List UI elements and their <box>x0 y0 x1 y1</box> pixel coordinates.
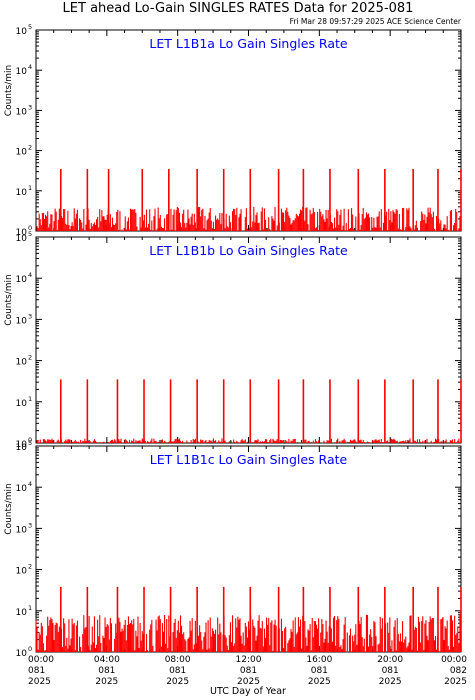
x-tick-label: 04:00 <box>94 655 120 665</box>
y-tick-exponent: 2 <box>28 354 32 362</box>
x-tick-label: 00:00 <box>28 655 54 665</box>
x-axis-label: UTC Day of Year <box>210 686 286 697</box>
x-tick-label: 2025 <box>237 677 260 687</box>
x-tick-label: 081 <box>98 666 115 676</box>
y-tick-exponent: 0 <box>28 224 32 232</box>
y-tick-label: 10 <box>16 608 28 618</box>
timestamp: Fri Mar 28 09:57:29 2025 ACE Science Cen… <box>290 17 462 26</box>
figure-title: LET ahead Lo-Gain SINGLES RATES Data for… <box>63 1 414 16</box>
y-tick-exponent: 5 <box>28 23 32 31</box>
y-tick-exponent: 2 <box>28 563 32 571</box>
x-tick-label: 2025 <box>95 677 118 687</box>
x-tick-label: 16:00 <box>306 655 332 665</box>
x-tick-label: 2025 <box>444 677 467 687</box>
y-tick-exponent: 1 <box>28 604 32 612</box>
y-tick-label: 10 <box>16 567 28 577</box>
y-axis-label: Counts/min <box>4 274 14 325</box>
x-tick-label: 20:00 <box>377 655 403 665</box>
y-tick-label: 10 <box>16 649 28 659</box>
y-tick-exponent: 5 <box>28 230 32 238</box>
x-tick-label: 12:00 <box>236 655 262 665</box>
y-tick-label: 10 <box>16 316 28 326</box>
y-tick-exponent: 4 <box>28 63 32 71</box>
x-tick-label: 081 <box>311 666 328 676</box>
y-tick-label: 10 <box>16 188 28 198</box>
y-tick-label: 10 <box>16 440 28 450</box>
panel-title: LET L1B1c Lo Gain Singles Rate <box>150 452 348 467</box>
y-tick-exponent: 0 <box>28 645 32 653</box>
y-tick-exponent: 3 <box>28 103 32 111</box>
x-tick-label: 081 <box>28 666 45 676</box>
plot-frame <box>35 29 462 232</box>
x-tick-label: 2025 <box>308 677 331 687</box>
y-tick-exponent: 2 <box>28 144 32 152</box>
y-tick-exponent: 4 <box>28 480 32 488</box>
x-tick-label: 081 <box>382 666 399 676</box>
y-tick-label: 10 <box>16 234 28 244</box>
x-tick-label: 00:00 <box>441 655 467 665</box>
y-tick-label: 10 <box>16 27 28 37</box>
x-tick-label: 081 <box>169 666 186 676</box>
panel-title: LET L1B1b Lo Gain Singles Rate <box>149 243 348 258</box>
panel-title: LET L1B1a Lo Gain Singles Rate <box>149 36 348 51</box>
x-tick-label: 082 <box>450 666 467 676</box>
plot-frame <box>35 236 462 444</box>
y-tick-label: 10 <box>16 399 28 409</box>
y-tick-label: 10 <box>16 107 28 117</box>
y-tick-exponent: 1 <box>28 184 32 192</box>
y-tick-label: 10 <box>16 443 28 453</box>
x-tick-label: 2025 <box>28 677 51 687</box>
y-tick-label: 10 <box>16 525 28 535</box>
y-tick-label: 10 <box>16 484 28 494</box>
y-tick-label: 10 <box>16 67 28 77</box>
y-axis-label: Counts/min <box>4 65 14 116</box>
y-tick-label: 10 <box>16 148 28 158</box>
y-tick-exponent: 0 <box>28 436 32 444</box>
y-tick-exponent: 1 <box>28 395 32 403</box>
y-axis-label: Counts/min <box>4 483 14 534</box>
x-tick-label: 2025 <box>166 677 189 687</box>
y-tick-exponent: 3 <box>28 521 32 529</box>
x-tick-label: 2025 <box>379 677 402 687</box>
x-tick-label: 08:00 <box>165 655 191 665</box>
y-tick-label: 10 <box>16 228 28 238</box>
y-tick-exponent: 4 <box>28 271 32 279</box>
y-tick-label: 10 <box>16 358 28 368</box>
x-tick-label: 081 <box>240 666 257 676</box>
y-tick-exponent: 3 <box>28 312 32 320</box>
y-tick-exponent: 5 <box>28 439 32 447</box>
y-tick-label: 10 <box>16 275 28 285</box>
